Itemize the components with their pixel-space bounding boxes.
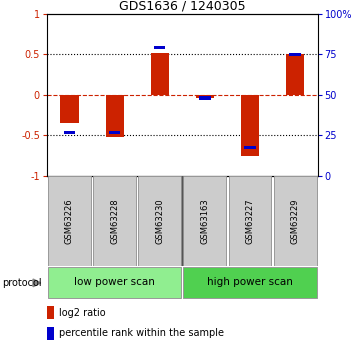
Bar <box>183 176 226 266</box>
Text: protocol: protocol <box>2 278 42 288</box>
Bar <box>196 95 214 98</box>
Bar <box>290 53 301 56</box>
Text: GSM63229: GSM63229 <box>291 198 300 244</box>
Bar <box>229 176 271 266</box>
Bar <box>183 267 317 298</box>
Bar <box>244 146 256 149</box>
Bar <box>64 130 75 134</box>
Bar <box>274 176 317 266</box>
Bar <box>138 176 181 266</box>
Bar <box>154 46 165 49</box>
Title: GDS1636 / 1240305: GDS1636 / 1240305 <box>119 0 245 13</box>
Bar <box>93 176 136 266</box>
Bar <box>151 53 169 95</box>
Text: GSM63227: GSM63227 <box>245 198 255 244</box>
Bar <box>241 95 259 157</box>
Bar <box>199 97 210 100</box>
Bar <box>61 95 79 123</box>
Text: log2 ratio: log2 ratio <box>59 308 106 318</box>
Text: GSM63228: GSM63228 <box>110 198 119 244</box>
Bar <box>109 130 120 134</box>
Text: GSM63163: GSM63163 <box>200 198 209 244</box>
Bar <box>47 327 54 339</box>
Text: low power scan: low power scan <box>74 277 155 287</box>
Text: GSM63230: GSM63230 <box>155 198 164 244</box>
Bar <box>286 54 304 95</box>
Bar <box>47 306 54 319</box>
Bar <box>48 176 91 266</box>
Text: GSM63226: GSM63226 <box>65 198 74 244</box>
Bar <box>48 267 181 298</box>
Text: percentile rank within the sample: percentile rank within the sample <box>59 328 224 338</box>
Bar <box>105 95 123 137</box>
Text: high power scan: high power scan <box>207 277 293 287</box>
